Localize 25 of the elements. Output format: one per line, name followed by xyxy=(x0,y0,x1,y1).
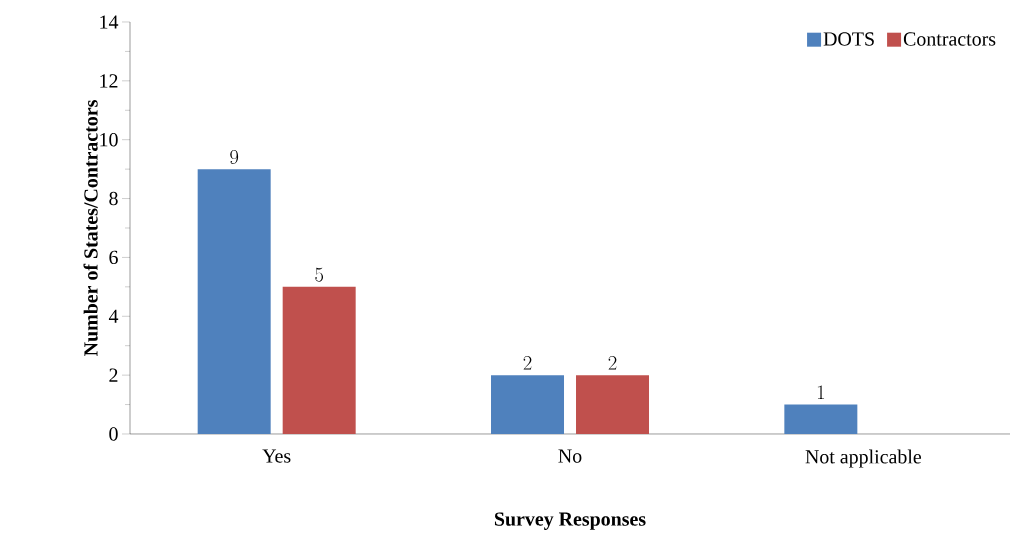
x-tick-label: Yes xyxy=(262,449,291,463)
y-tick-label: 6 xyxy=(109,250,118,265)
data-label: 2 xyxy=(523,355,532,370)
bar xyxy=(576,375,650,434)
y-tick-label: 2 xyxy=(109,368,118,382)
y-tick-label: 4 xyxy=(108,309,119,323)
y-axis-title: Number of States/Contractors xyxy=(83,100,98,356)
data-label: 2 xyxy=(608,355,617,370)
x-tick-label: No xyxy=(558,449,582,463)
bar xyxy=(197,169,271,434)
data-label: 5 xyxy=(315,267,324,282)
legend-label: Contractors xyxy=(903,32,996,46)
bar xyxy=(491,375,565,434)
y-tick-label: 14 xyxy=(100,15,119,29)
bar xyxy=(282,286,356,434)
y-tick-label: 8 xyxy=(109,191,118,206)
x-axis-title: Survey Responses xyxy=(494,512,646,530)
x-tick-label: Not applicable xyxy=(805,449,922,468)
legend-label: DOTS xyxy=(823,32,874,46)
data-label: 1 xyxy=(817,385,825,400)
y-tick-label: 10 xyxy=(100,132,118,147)
y-tick-label: 12 xyxy=(100,74,118,88)
bar xyxy=(784,404,858,434)
data-label: 9 xyxy=(230,149,239,164)
y-tick-label: 0 xyxy=(109,427,118,441)
